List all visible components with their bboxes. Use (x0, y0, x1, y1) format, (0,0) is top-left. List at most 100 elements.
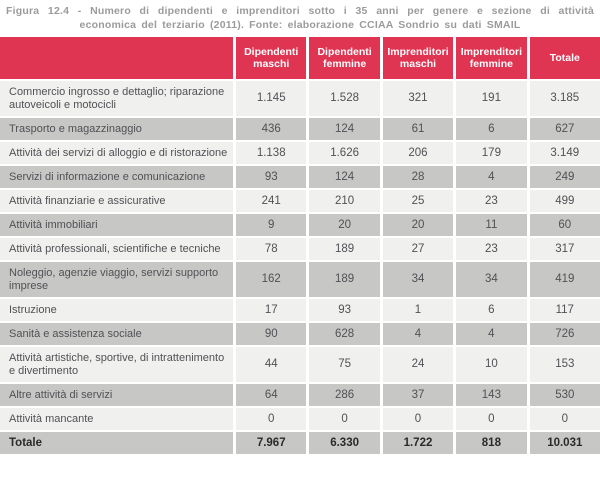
cell-imprenditori-maschi: 27 (379, 236, 454, 260)
cell-dipendenti-femmine: 6.330 (306, 430, 380, 454)
table-row: Sanità e assistenza sociale 90 628 4 4 7… (0, 321, 600, 345)
cell-imprenditori-maschi: 37 (379, 382, 454, 406)
cell-imprenditori-maschi: 25 (379, 188, 454, 212)
cell-dipendenti-femmine: 0 (306, 406, 380, 430)
cell-imprenditori-maschi: 1 (379, 297, 454, 321)
table-row: Attività professionali, scientifiche e t… (0, 236, 600, 260)
cell-imprenditori-femmine: 34 (453, 260, 527, 297)
cell-totale: 10.031 (526, 430, 600, 454)
cell-imprenditori-maschi: 61 (379, 116, 454, 140)
cell-totale: 317 (526, 236, 600, 260)
cell-totale: 627 (526, 116, 600, 140)
header-cell-imprenditori-maschi: Imprenditori maschi (379, 37, 454, 79)
header-row: Dipendenti maschi Dipendenti femmine Imp… (0, 37, 600, 79)
cell-totale: 726 (526, 321, 600, 345)
cell-imprenditori-femmine: 4 (453, 164, 527, 188)
cell-dipendenti-maschi: 1.138 (233, 140, 307, 164)
cell-imprenditori-maschi: 4 (379, 321, 454, 345)
row-label: Attività mancante (0, 406, 234, 430)
figure-caption-line2: economica del terziario (2011). Fonte: e… (79, 19, 521, 31)
row-label: Attività finanziarie e assicurative (0, 188, 234, 212)
table-row: Attività mancante 0 0 0 0 0 (0, 406, 600, 430)
cell-totale: 530 (526, 382, 600, 406)
row-label: Altre attività di servizi (0, 382, 234, 406)
cell-totale: 249 (526, 164, 600, 188)
cell-totale: 117 (526, 297, 600, 321)
row-label: Trasporto e magazzinaggio (0, 116, 234, 140)
table-row: Attività finanziarie e assicurative 241 … (0, 188, 600, 212)
table-row: Attività artistiche, sportive, di intrat… (0, 345, 600, 382)
cell-dipendenti-femmine: 628 (306, 321, 380, 345)
row-label: Servizi di informazione e comunicazione (0, 164, 234, 188)
table-row: Noleggio, agenzie viaggio, servizi suppo… (0, 260, 600, 297)
table-body: Commercio ingrosso e dettaglio; riparazi… (0, 79, 600, 454)
figure-caption: Figura 12.4 - Numero di dipendenti e imp… (0, 0, 600, 32)
cell-totale: 419 (526, 260, 600, 297)
cell-dipendenti-femmine: 75 (306, 345, 380, 382)
cell-dipendenti-maschi: 44 (233, 345, 307, 382)
row-label: Commercio ingrosso e dettaglio; riparazi… (0, 79, 234, 116)
cell-imprenditori-femmine: 179 (453, 140, 527, 164)
cell-imprenditori-maschi: 24 (379, 345, 454, 382)
cell-dipendenti-femmine: 124 (306, 164, 380, 188)
cell-imprenditori-femmine: 143 (453, 382, 527, 406)
row-label: Istruzione (0, 297, 234, 321)
cell-dipendenti-femmine: 1.528 (306, 79, 380, 116)
cell-imprenditori-femmine: 6 (453, 116, 527, 140)
table-row: Altre attività di servizi 64 286 37 143 … (0, 382, 600, 406)
cell-dipendenti-maschi: 17 (233, 297, 307, 321)
table-row: Totale 7.967 6.330 1.722 818 10.031 (0, 430, 600, 454)
row-label: Totale (0, 430, 234, 454)
header-cell-dipendenti-femmine: Dipendenti femmine (306, 37, 380, 79)
cell-dipendenti-maschi: 1.145 (233, 79, 307, 116)
cell-imprenditori-femmine: 6 (453, 297, 527, 321)
cell-dipendenti-femmine: 124 (306, 116, 380, 140)
cell-imprenditori-maschi: 1.722 (379, 430, 454, 454)
cell-dipendenti-femmine: 93 (306, 297, 380, 321)
cell-imprenditori-maschi: 20 (379, 212, 454, 236)
cell-imprenditori-femmine: 191 (453, 79, 527, 116)
cell-dipendenti-maschi: 241 (233, 188, 307, 212)
figure-caption-line1: Figura 12.4 - Numero di dipendenti e imp… (6, 5, 594, 17)
row-label: Sanità e assistenza sociale (0, 321, 234, 345)
cell-dipendenti-femmine: 189 (306, 260, 380, 297)
cell-totale: 3.149 (526, 140, 600, 164)
cell-imprenditori-femmine: 23 (453, 188, 527, 212)
cell-totale: 3.185 (526, 79, 600, 116)
table-row: Attività dei servizi di alloggio e di ri… (0, 140, 600, 164)
cell-imprenditori-femmine: 0 (453, 406, 527, 430)
header-cell-activity (0, 37, 234, 79)
cell-dipendenti-maschi: 90 (233, 321, 307, 345)
table-row: Commercio ingrosso e dettaglio; riparazi… (0, 79, 600, 116)
table-row: Trasporto e magazzinaggio 436 124 61 6 6… (0, 116, 600, 140)
header-cell-dipendenti-maschi: Dipendenti maschi (233, 37, 307, 79)
cell-imprenditori-femmine: 4 (453, 321, 527, 345)
row-label: Attività artistiche, sportive, di intrat… (0, 345, 234, 382)
cell-imprenditori-maschi: 0 (379, 406, 454, 430)
row-label: Attività dei servizi di alloggio e di ri… (0, 140, 234, 164)
cell-totale: 499 (526, 188, 600, 212)
cell-dipendenti-maschi: 7.967 (233, 430, 307, 454)
row-label: Attività immobiliari (0, 212, 234, 236)
table-row: Istruzione 17 93 1 6 117 (0, 297, 600, 321)
cell-imprenditori-femmine: 818 (453, 430, 527, 454)
data-table: Dipendenti maschi Dipendenti femmine Imp… (0, 37, 600, 454)
header-cell-totale: Totale (526, 37, 600, 79)
cell-dipendenti-femmine: 20 (306, 212, 380, 236)
cell-dipendenti-femmine: 210 (306, 188, 380, 212)
cell-totale: 153 (526, 345, 600, 382)
cell-imprenditori-maschi: 206 (379, 140, 454, 164)
cell-dipendenti-femmine: 189 (306, 236, 380, 260)
cell-dipendenti-maschi: 0 (233, 406, 307, 430)
cell-dipendenti-maschi: 78 (233, 236, 307, 260)
cell-totale: 0 (526, 406, 600, 430)
cell-dipendenti-maschi: 9 (233, 212, 307, 236)
cell-dipendenti-maschi: 93 (233, 164, 307, 188)
cell-dipendenti-femmine: 286 (306, 382, 380, 406)
cell-imprenditori-femmine: 11 (453, 212, 527, 236)
table-row: Attività immobiliari 9 20 20 11 60 (0, 212, 600, 236)
table-row: Servizi di informazione e comunicazione … (0, 164, 600, 188)
cell-imprenditori-maschi: 34 (379, 260, 454, 297)
cell-imprenditori-maschi: 321 (379, 79, 454, 116)
